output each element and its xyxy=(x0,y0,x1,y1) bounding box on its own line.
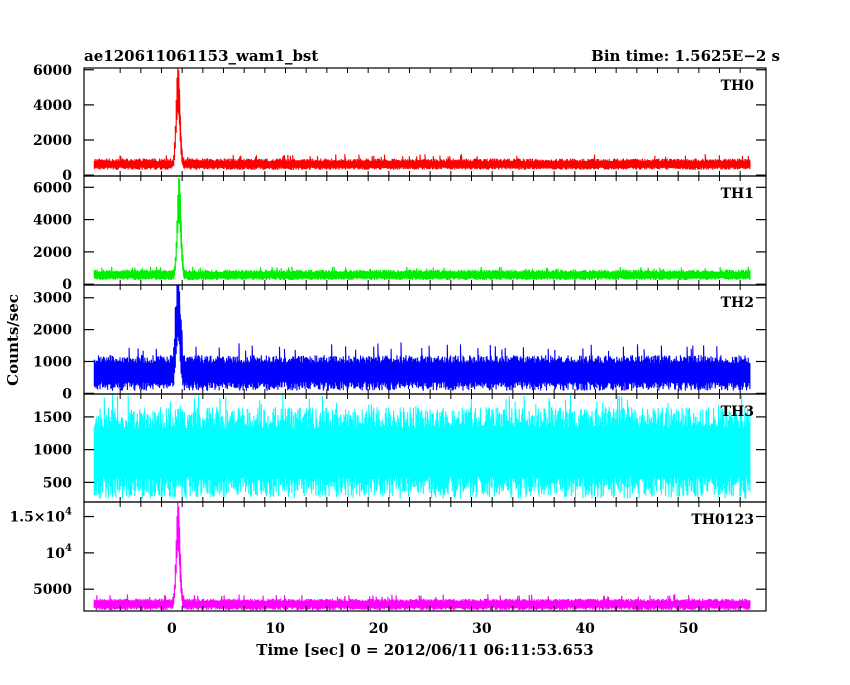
x-tick-label: 30 xyxy=(472,621,492,637)
series-th1 xyxy=(94,178,750,280)
y-tick-label-th0: 6000 xyxy=(33,63,72,79)
y-tick-label-th0: 2000 xyxy=(33,133,72,149)
y-axis-label: Counts/sec xyxy=(4,294,22,386)
x-tick-label: 10 xyxy=(265,621,285,637)
y-tick-label-th2: 3000 xyxy=(33,291,72,307)
x-tick-label: 20 xyxy=(369,621,389,637)
bin-time-label: Bin time: 1.5625E−2 s xyxy=(591,47,780,65)
series-th3 xyxy=(94,394,750,499)
panel-label-th2: TH2 xyxy=(721,295,754,311)
x-tick-label: 0 xyxy=(167,621,177,637)
series-th0123 xyxy=(94,502,750,610)
series-th2 xyxy=(94,285,750,391)
plot-title-left: ae120611061153_wam1_bst xyxy=(84,47,318,65)
panel-label-th0: TH0 xyxy=(721,78,755,94)
y-tick-exponent: 4 xyxy=(65,507,72,518)
panel-frame-th0123 xyxy=(84,502,766,611)
y-tick-label-th1: 6000 xyxy=(33,180,72,196)
y-tick-label-th3: 1500 xyxy=(33,410,72,426)
panel-label-th0123: TH0123 xyxy=(691,512,754,528)
y-tick-label-th3: 1000 xyxy=(33,443,72,459)
y-tick-label-th0123: 104 xyxy=(46,543,72,562)
x-tick-label: 40 xyxy=(575,621,595,637)
y-tick-label-th2: 1000 xyxy=(33,354,72,370)
y-tick-label-th2: 0 xyxy=(62,386,72,402)
y-tick-label-th0123: 5000 xyxy=(33,582,72,598)
x-tick-label: 50 xyxy=(679,621,699,637)
y-tick-label-th1: 4000 xyxy=(33,213,72,229)
panel-label-th1: TH1 xyxy=(721,186,754,202)
y-tick-label-th0: 4000 xyxy=(33,98,72,114)
y-tick-label-th0123: 1.5×104 xyxy=(9,507,72,526)
y-tick-label-th3: 500 xyxy=(43,475,72,491)
panel-label-th3: TH3 xyxy=(721,404,754,420)
y-tick-label-th1: 2000 xyxy=(33,245,72,261)
x-axis-label: Time [sec] 0 = 2012/06/11 06:11:53.653 xyxy=(256,641,593,659)
y-tick-label-th2: 2000 xyxy=(33,323,72,339)
y-tick-exponent: 4 xyxy=(65,543,72,554)
panel-frame-th1 xyxy=(84,176,766,285)
series-th0 xyxy=(94,68,750,170)
